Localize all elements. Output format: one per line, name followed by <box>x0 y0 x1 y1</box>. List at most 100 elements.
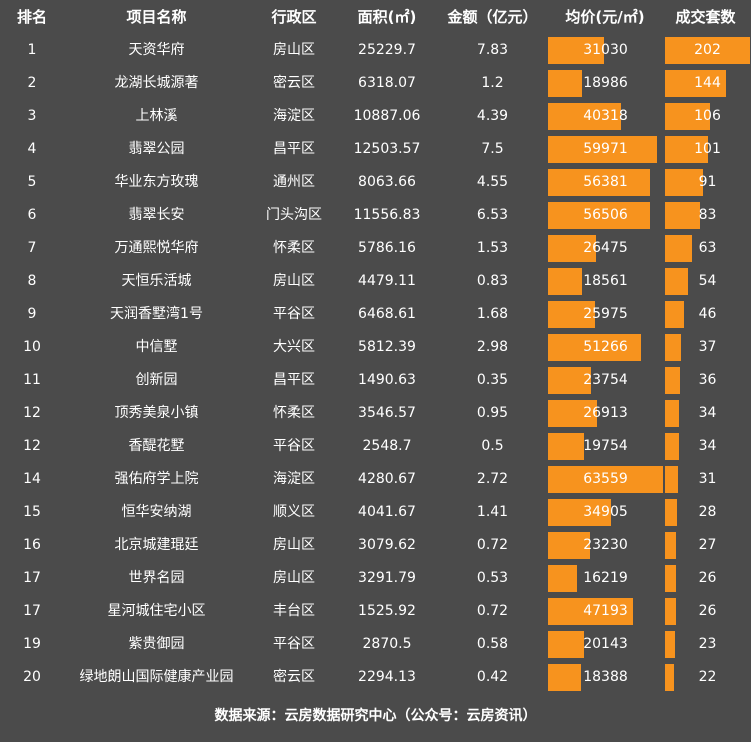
count-label: 28 <box>698 504 717 520</box>
count-label: 27 <box>698 537 717 553</box>
count-bar <box>665 499 677 526</box>
count-bar <box>665 37 750 64</box>
project-name-cell: 上林溪 <box>135 108 178 124</box>
project-name-cell: 天资华府 <box>128 42 185 58</box>
table-row: 12 顶秀美泉小镇 怀柔区 3546.57 0.95 26913 34 <box>0 397 751 430</box>
area-cell: 5786.16 <box>358 240 416 256</box>
rank-cell: 17 <box>23 570 41 586</box>
table-row: 4 翡翠公园 昌平区 12503.57 7.5 59971 101 <box>0 133 751 166</box>
price-bar <box>548 598 633 625</box>
count-bar <box>665 103 710 130</box>
price-bar <box>548 334 641 361</box>
count-label: 83 <box>698 207 717 223</box>
price-label: 18388 <box>583 669 628 685</box>
count-label: 46 <box>698 306 717 322</box>
count-label: 36 <box>698 372 717 388</box>
count-label: 23 <box>698 636 717 652</box>
price-bar <box>548 268 582 295</box>
area-cell: 3291.79 <box>358 570 416 586</box>
rank-cell: 15 <box>23 504 41 520</box>
district-cell: 昌平区 <box>273 372 315 388</box>
table-row: 10 中信墅 大兴区 5812.39 2.98 51266 37 <box>0 331 751 364</box>
price-label: 40318 <box>583 108 628 124</box>
amount-cell: 4.55 <box>476 174 509 190</box>
price-bar <box>548 664 581 691</box>
area-cell: 5812.39 <box>358 339 416 355</box>
count-bar <box>665 301 684 328</box>
district-cell: 门头沟区 <box>266 207 322 223</box>
price-bar <box>548 136 657 163</box>
rank-cell: 4 <box>27 141 37 157</box>
price-label: 18986 <box>583 75 628 91</box>
price-label: 56381 <box>583 174 628 190</box>
header-area: 面积(㎡) <box>357 8 417 26</box>
rank-cell: 12 <box>23 438 41 454</box>
count-label: 101 <box>694 141 721 157</box>
table-row: 17 世界名园 房山区 3291.79 0.53 16219 26 <box>0 562 751 595</box>
price-label: 63559 <box>583 471 628 487</box>
price-label: 34905 <box>583 504 628 520</box>
count-label: 54 <box>698 273 717 289</box>
amount-cell: 2.98 <box>476 339 509 355</box>
project-name-cell: 天润香墅湾1号 <box>110 306 203 322</box>
area-cell: 11556.83 <box>353 207 421 223</box>
area-cell: 2294.13 <box>358 669 416 685</box>
price-bar <box>548 532 590 559</box>
amount-cell: 1.41 <box>476 504 509 520</box>
price-bar <box>548 37 604 64</box>
rank-cell: 7 <box>27 240 37 256</box>
price-label: 20143 <box>583 636 628 652</box>
rank-cell: 20 <box>23 669 41 685</box>
area-cell: 6468.61 <box>358 306 416 322</box>
project-name-cell: 创新园 <box>135 372 178 388</box>
count-label: 91 <box>698 174 717 190</box>
rank-cell: 1 <box>27 42 37 58</box>
count-bar <box>665 631 675 658</box>
project-name-cell: 中信墅 <box>135 339 178 355</box>
rank-cell: 16 <box>23 537 41 553</box>
price-label: 26475 <box>583 240 628 256</box>
count-label: 22 <box>698 669 717 685</box>
district-cell: 通州区 <box>273 174 315 190</box>
table-row: 19 紫贵御园 平谷区 2870.5 0.58 20143 23 <box>0 628 751 661</box>
count-bar <box>665 268 688 295</box>
district-cell: 密云区 <box>273 75 315 91</box>
price-bar <box>548 433 584 460</box>
price-bar <box>548 400 597 427</box>
district-cell: 密云区 <box>273 669 315 685</box>
count-label: 26 <box>698 570 717 586</box>
rank-cell: 6 <box>27 207 37 223</box>
header-district: 行政区 <box>271 8 317 26</box>
area-cell: 4280.67 <box>358 471 416 487</box>
amount-cell: 0.95 <box>476 405 509 421</box>
count-label: 202 <box>694 42 721 58</box>
area-cell: 2548.7 <box>362 438 412 454</box>
amount-cell: 0.72 <box>476 603 509 619</box>
price-label: 19754 <box>583 438 628 454</box>
table-row: 14 强佑府学上院 海淀区 4280.67 2.72 63559 31 <box>0 463 751 496</box>
price-bar <box>548 565 577 592</box>
project-name-cell: 绿地朗山国际健康产业园 <box>79 669 234 685</box>
district-cell: 昌平区 <box>273 141 315 157</box>
table-row: 17 星河城住宅小区 丰台区 1525.92 0.72 47193 26 <box>0 595 751 628</box>
table-row: 16 北京城建琨廷 房山区 3079.62 0.72 23230 27 <box>0 529 751 562</box>
project-name-cell: 强佑府学上院 <box>114 471 199 487</box>
area-cell: 12503.57 <box>353 141 421 157</box>
count-bar <box>665 70 726 97</box>
count-bar <box>665 367 680 394</box>
table-row: 15 恒华安纳湖 顺义区 4041.67 1.41 34905 28 <box>0 496 751 529</box>
area-cell: 1525.92 <box>358 603 416 619</box>
price-bar <box>548 169 650 196</box>
count-label: 26 <box>698 603 717 619</box>
amount-cell: 1.68 <box>476 306 509 322</box>
amount-cell: 0.58 <box>476 636 509 652</box>
count-label: 31 <box>698 471 717 487</box>
table-row: 1 天资华府 房山区 25229.7 7.83 31030 202 <box>0 34 751 67</box>
area-cell: 25229.7 <box>358 42 416 58</box>
amount-cell: 0.53 <box>476 570 509 586</box>
header-price: 均价(元/㎡) <box>565 8 645 26</box>
project-name-cell: 翡翠长安 <box>128 207 185 223</box>
header-name: 项目名称 <box>126 8 187 26</box>
count-bar <box>665 136 708 163</box>
table-row: 9 天润香墅湾1号 平谷区 6468.61 1.68 25975 46 <box>0 298 751 331</box>
